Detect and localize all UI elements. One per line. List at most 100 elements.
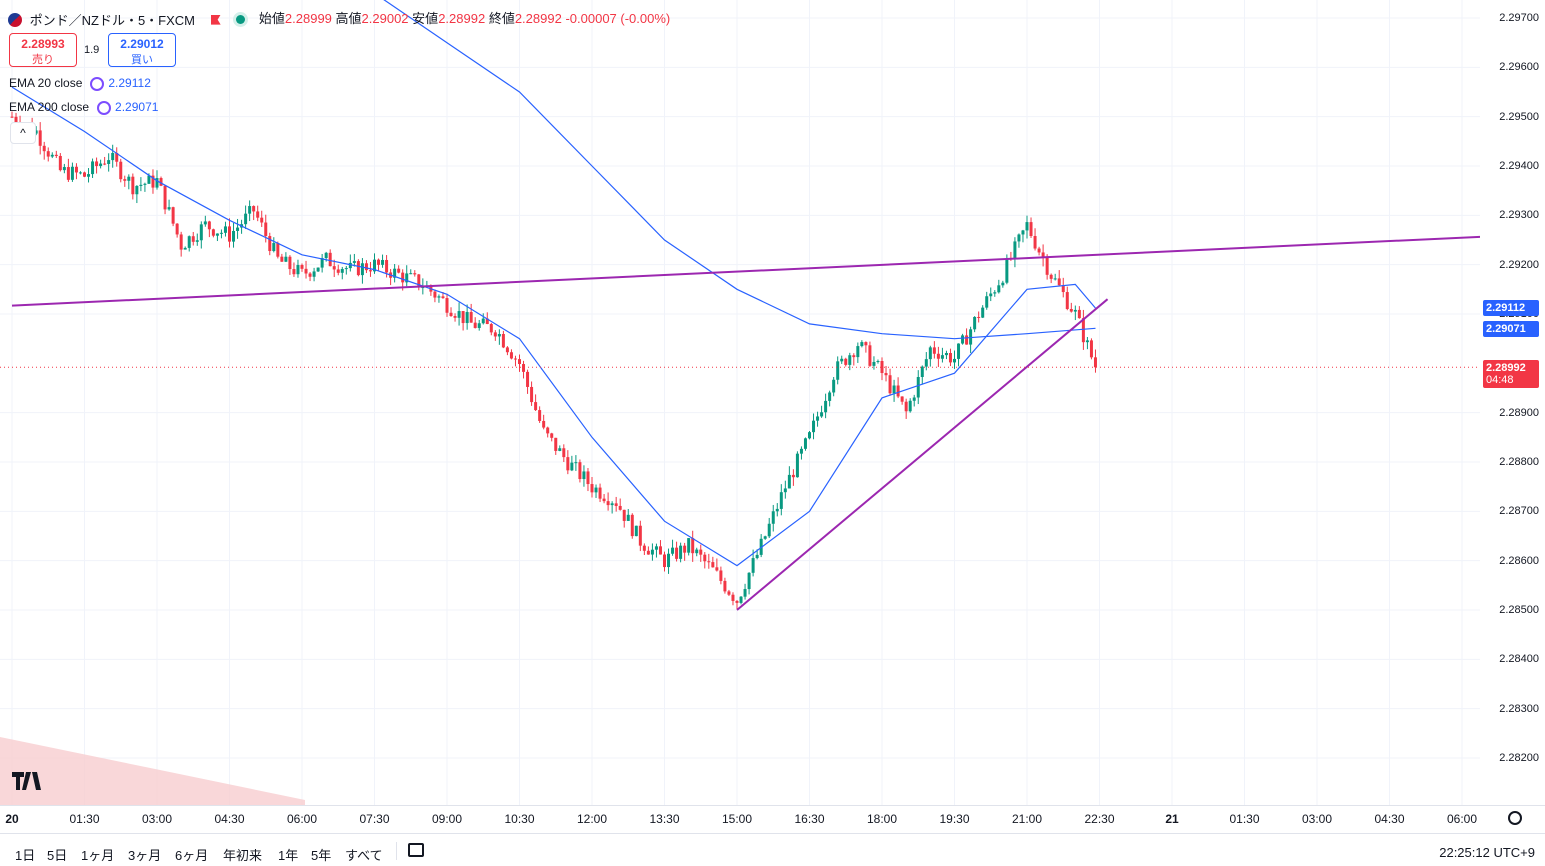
candle-down xyxy=(461,311,465,324)
time-axis-settings-icon[interactable] xyxy=(1508,811,1522,825)
candle-down xyxy=(163,185,167,210)
candle-down xyxy=(534,402,538,411)
candle-down xyxy=(1029,222,1033,237)
candle-up xyxy=(755,554,759,559)
symbol-header: ポンド／NZドル・5・FXCM 始値2.28999 高値2.29002 安値2.… xyxy=(8,8,670,29)
candle-up xyxy=(219,232,223,234)
price-tick: 2.29600 xyxy=(1499,61,1539,74)
candle-up xyxy=(961,335,965,344)
indicator-ema200[interactable]: EMA 200 close 2.29071 xyxy=(9,100,158,115)
candle-up xyxy=(352,261,356,263)
candle-down xyxy=(1061,285,1065,293)
price-tick: 2.28800 xyxy=(1499,456,1539,468)
price-chart[interactable] xyxy=(0,0,1480,805)
chevron-up-icon: ^ xyxy=(20,126,26,140)
candle-down xyxy=(1041,252,1045,258)
candle-up xyxy=(34,130,38,134)
price-tick: 2.29500 xyxy=(1499,110,1539,123)
candle-up xyxy=(739,596,743,603)
time-tick: 21:00 xyxy=(1011,812,1043,826)
price-tick: 2.29200 xyxy=(1499,258,1539,271)
candle-down xyxy=(546,427,550,434)
candle-up xyxy=(481,318,485,324)
candle-up xyxy=(771,511,775,524)
range-ytd[interactable]: 年初来 xyxy=(223,848,263,863)
low-value: 2.28992 xyxy=(438,11,486,26)
candle-down xyxy=(159,178,163,186)
price-axis[interactable]: 2.29700 2.29600 2.29500 2.29400 2.29300 2.292… xyxy=(1480,0,1545,805)
candle-up xyxy=(654,546,658,550)
indicator-settings-icon[interactable] xyxy=(90,76,105,91)
alert-flag-icon[interactable] xyxy=(210,14,221,25)
candle-down xyxy=(509,352,513,359)
sell-button[interactable]: 2.28993 売り xyxy=(9,33,77,67)
tradingview-logo-icon[interactable] xyxy=(12,772,44,795)
range-1d[interactable]: 1日 xyxy=(15,848,36,863)
candle-down xyxy=(74,166,78,173)
clock[interactable]: 22:25:12 UTC+9 xyxy=(1439,845,1535,860)
range-6m[interactable]: 6ヶ月 xyxy=(175,848,209,863)
range-3m[interactable]: 3ヶ月 xyxy=(128,848,162,863)
candle-up xyxy=(1025,222,1029,231)
candle-up xyxy=(183,247,187,250)
candle-up xyxy=(916,376,920,398)
candle-down xyxy=(518,359,521,365)
candle-up xyxy=(795,453,799,478)
candle-up xyxy=(312,271,316,277)
candle-up xyxy=(989,293,993,297)
candle-up xyxy=(393,268,397,278)
candle-down xyxy=(83,172,86,177)
range-1m[interactable]: 1ヶ月 xyxy=(81,848,115,863)
open-value: 2.28999 xyxy=(284,11,332,26)
candle-up xyxy=(892,385,896,394)
candle-down xyxy=(530,386,534,403)
range-5d[interactable]: 5日 xyxy=(47,848,68,863)
candle-up xyxy=(236,227,240,231)
candle-down xyxy=(932,347,936,354)
candle-up xyxy=(924,359,928,367)
candle-up xyxy=(1017,234,1021,242)
high-value: 2.29002 xyxy=(361,11,409,26)
candle-down xyxy=(691,538,695,554)
price-tick: 2.28300 xyxy=(1499,702,1539,715)
candle-up xyxy=(779,492,783,509)
buy-button[interactable]: 2.29012 買い xyxy=(108,33,176,67)
price-tick: 2.28900 xyxy=(1499,406,1539,419)
candle-up xyxy=(626,514,630,521)
candle-down xyxy=(904,401,908,412)
candle-down xyxy=(614,503,618,506)
candle-up xyxy=(1053,278,1057,280)
open-label: 始値 xyxy=(258,11,285,26)
candle-up xyxy=(99,163,103,167)
candle-up xyxy=(574,462,578,464)
candle-up xyxy=(91,161,95,175)
candle-down xyxy=(1081,318,1085,343)
indicator-settings-icon[interactable] xyxy=(97,100,112,115)
candle-up xyxy=(50,154,54,157)
time-tick: 18:00 xyxy=(866,812,898,826)
candle-down xyxy=(622,509,626,521)
time-tick: 10:30 xyxy=(504,812,535,826)
candle-up xyxy=(840,358,844,362)
candle-down xyxy=(356,261,360,276)
date-range-calendar-icon[interactable] xyxy=(408,843,424,857)
chart-pane[interactable]: ポンド／NZドル・5・FXCM 始値2.28999 高値2.29002 安値2.… xyxy=(0,0,1480,805)
time-tick: 04:30 xyxy=(214,812,245,826)
symbol-title[interactable]: ポンド／NZドル・5・FXCM xyxy=(29,13,196,29)
candle-down xyxy=(211,229,215,236)
range-all[interactable]: すべて xyxy=(345,848,383,863)
collapse-legend-button[interactable]: ^ xyxy=(10,122,36,144)
candle-up xyxy=(787,474,791,489)
candle-down xyxy=(683,545,687,553)
candle-up xyxy=(437,296,441,298)
candle-up xyxy=(872,361,876,366)
candle-down xyxy=(719,570,723,581)
candle-down xyxy=(602,498,606,502)
time-axis[interactable]: 20 01:30 03:00 04:30 06:00 07:30 09:00 10:30 12:… xyxy=(0,805,1545,834)
range-1y[interactable]: 1年 xyxy=(278,848,299,863)
indicator-ema20[interactable]: EMA 20 close 2.29112 xyxy=(9,76,151,91)
candle-down xyxy=(542,420,546,428)
candle-down xyxy=(1037,248,1041,253)
candle-down xyxy=(900,396,904,402)
range-5y[interactable]: 5年 xyxy=(311,848,332,863)
